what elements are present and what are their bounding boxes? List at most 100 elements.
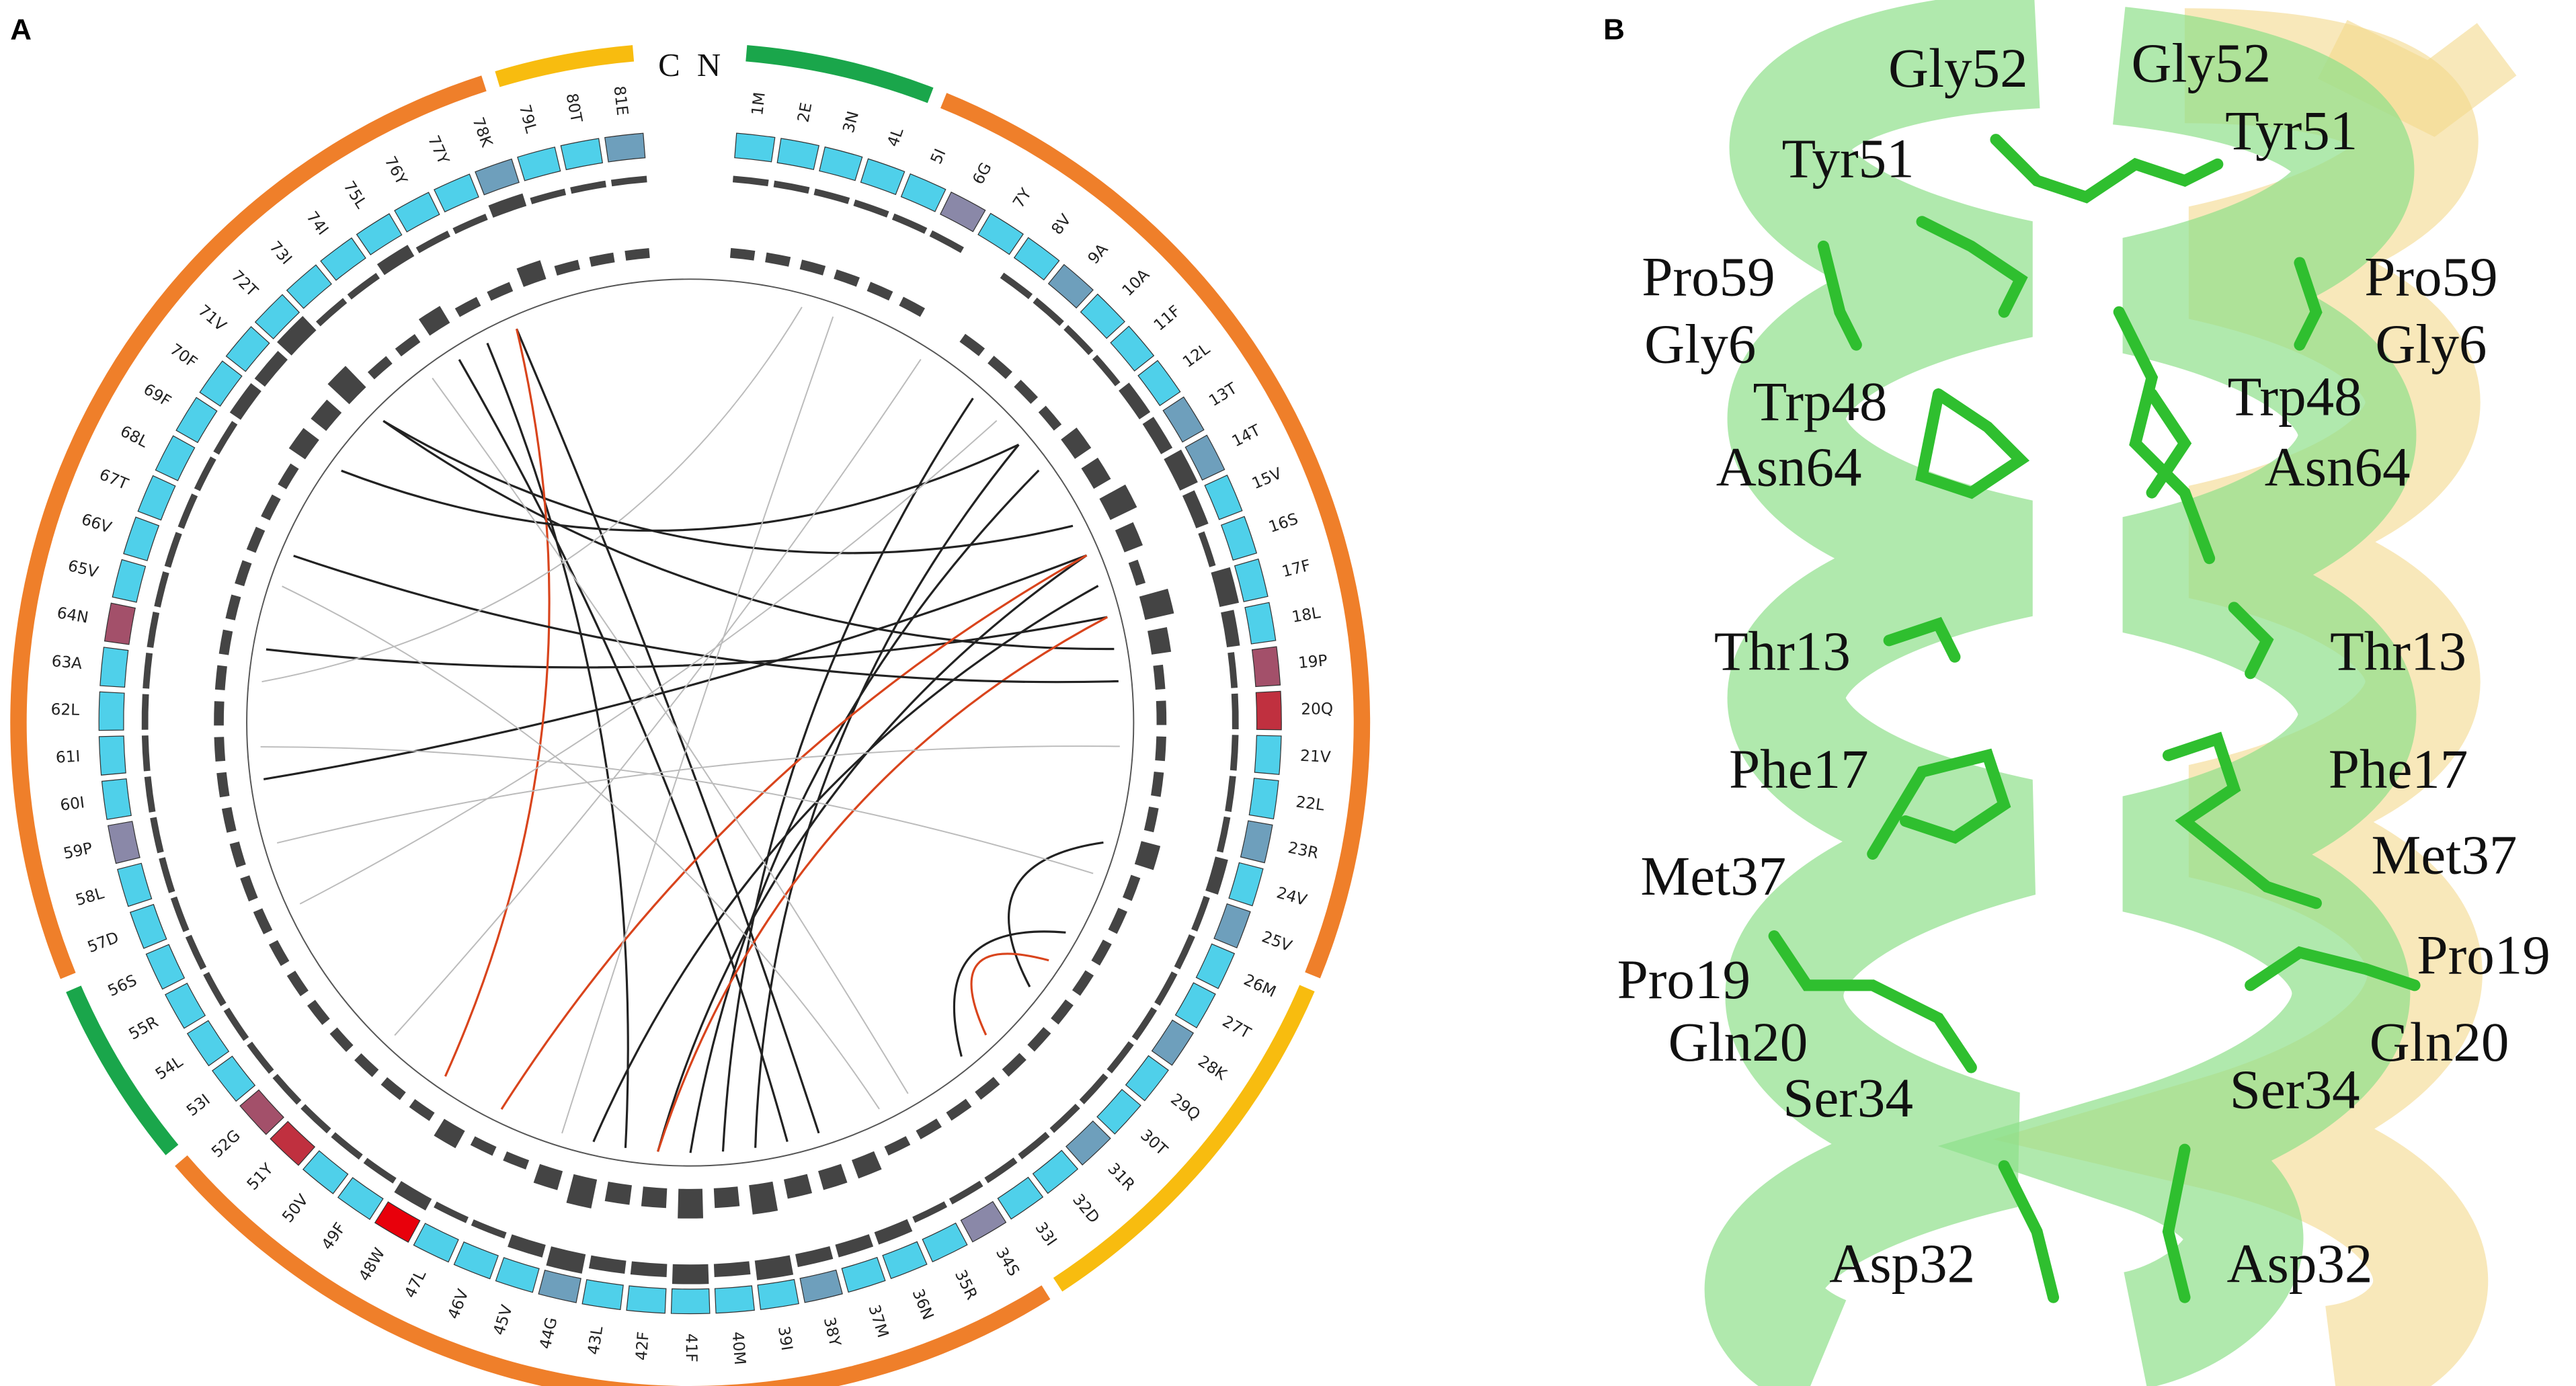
link	[657, 554, 1088, 1152]
residue-label: 7Y	[1010, 185, 1036, 212]
residue-label: 38Y	[820, 1315, 844, 1348]
contact-bar	[487, 282, 514, 301]
residue-tile	[1228, 862, 1264, 907]
contact-bar	[347, 273, 380, 300]
link	[444, 328, 551, 1077]
residue-tile	[107, 821, 140, 864]
residue-label: 72T	[228, 267, 262, 300]
residue-tile	[123, 516, 160, 561]
contact-bar	[891, 213, 928, 234]
residue-annotation: Gln20	[1668, 1011, 1808, 1073]
contact-bar	[1014, 379, 1039, 404]
residue-tile	[1234, 558, 1269, 602]
residue-label: 62L	[50, 700, 79, 719]
contact-bar	[278, 463, 299, 489]
contact-bar	[1174, 934, 1195, 970]
residue-label: 9A	[1084, 240, 1112, 268]
link	[953, 930, 1066, 1057]
link	[592, 585, 1099, 1143]
link	[261, 307, 803, 683]
contact-bar	[965, 255, 996, 275]
residue-tile	[1248, 778, 1279, 820]
residue-tile	[320, 237, 366, 281]
contact-bar	[1119, 382, 1151, 419]
contact-bar	[214, 665, 227, 690]
contact-bar	[1081, 457, 1111, 489]
contact-bar	[143, 653, 153, 689]
contact-bar	[1191, 895, 1210, 932]
contact-bar	[1151, 771, 1164, 797]
residue-tile	[453, 1241, 499, 1280]
residue-tile	[495, 1257, 540, 1293]
residue-label: 79L	[516, 103, 540, 135]
contact-bar	[331, 1132, 363, 1160]
residue-label: 15V	[1249, 464, 1284, 493]
contact-bar	[1205, 856, 1228, 895]
residue-tile	[819, 146, 863, 181]
contact-bar	[530, 188, 567, 204]
residue-label: 52G	[208, 1127, 244, 1161]
residue-label: 14T	[1229, 421, 1264, 450]
link	[561, 316, 834, 1134]
residue-label: 36N	[909, 1287, 937, 1323]
residue-tile	[1096, 1088, 1141, 1135]
link	[383, 419, 1074, 555]
residue-label: 57D	[85, 928, 121, 956]
residue-annotation: Asp32	[1829, 1233, 1975, 1295]
residue-annotation: Ser34	[1783, 1067, 1913, 1129]
residue-tile	[98, 735, 126, 776]
contact-bar	[959, 333, 985, 356]
contact-bar	[946, 1098, 972, 1121]
contact-bar	[929, 230, 964, 253]
residue-annotation: Asp32	[2227, 1233, 2373, 1295]
residue-label: 29Q	[1167, 1090, 1203, 1125]
residue-tile	[254, 294, 300, 339]
contact-bar	[818, 1164, 848, 1190]
inner-ring	[246, 278, 1135, 1167]
residue-label: 24V	[1275, 883, 1309, 909]
residue-tile	[799, 1269, 843, 1303]
contact-bar	[300, 1104, 331, 1134]
contact-bar	[471, 1219, 507, 1239]
contact-bar	[415, 231, 450, 253]
contact-bar	[678, 1188, 704, 1219]
contact-bar	[1143, 806, 1159, 833]
contact-bar	[1153, 664, 1166, 690]
residue-tile	[1254, 735, 1282, 775]
contact-bar	[394, 1181, 432, 1211]
contact-bar	[874, 1219, 913, 1245]
panel-label: A	[10, 13, 32, 46]
contact-bar	[1049, 1104, 1080, 1133]
contact-bar	[185, 934, 207, 970]
residue-label: 17F	[1280, 557, 1312, 581]
region-arc	[495, 45, 635, 87]
link	[276, 745, 1120, 844]
residue-tile	[1255, 690, 1282, 731]
residue-annotation: Gly6	[1644, 313, 1756, 374]
residue-tile	[841, 1256, 886, 1293]
contact-bar	[899, 296, 926, 317]
contact-bar	[221, 807, 237, 833]
contact-bar	[170, 896, 190, 932]
residue-tile	[129, 903, 167, 949]
residue-label: 68L	[118, 422, 151, 451]
residue-tile	[225, 326, 270, 372]
residue-label: 77Y	[424, 133, 453, 168]
contact-bar	[546, 1246, 586, 1274]
residue-tile	[734, 132, 776, 163]
structure	[1659, 0, 2571, 1386]
terminal-label: N	[697, 46, 721, 83]
contact-bar	[625, 248, 650, 261]
contact-bar	[329, 1027, 354, 1053]
contact-bar	[713, 1186, 740, 1209]
residue-tile	[1184, 434, 1225, 481]
residue-label: 8V	[1048, 210, 1075, 238]
residue-tile	[997, 1176, 1044, 1220]
residue-label: 1M	[748, 91, 769, 117]
contact-bar	[1221, 610, 1240, 648]
region-arc	[1053, 985, 1315, 1292]
link	[1007, 841, 1104, 987]
residue-label: 3N	[840, 110, 862, 135]
contact-bar	[363, 1157, 397, 1184]
contact-bar	[1115, 522, 1143, 553]
